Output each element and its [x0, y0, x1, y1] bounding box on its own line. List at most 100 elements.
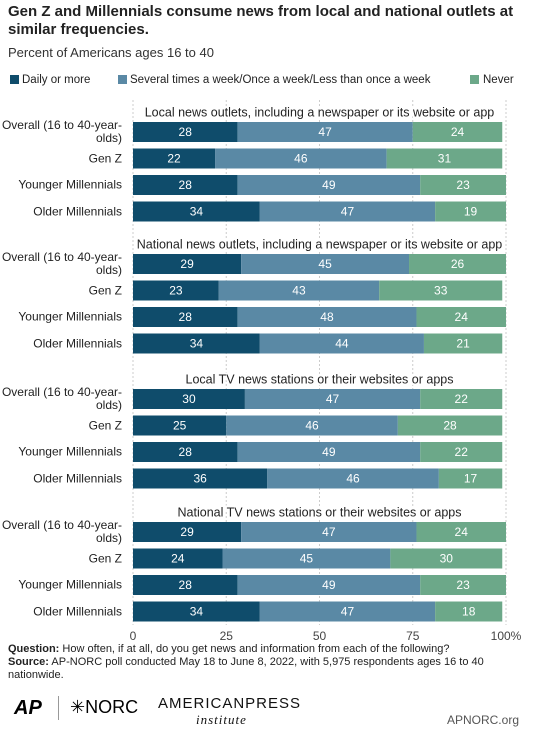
- bar-segment: [259, 201, 436, 222]
- bar-segment: [133, 415, 227, 436]
- value-label: 45: [318, 257, 332, 271]
- value-label: 26: [451, 257, 465, 271]
- value-label: 34: [190, 605, 204, 619]
- category-label: Gen Z: [88, 283, 122, 297]
- legend-label: Daily or more: [22, 74, 90, 86]
- x-tick-label: 75: [406, 629, 420, 643]
- bar-segment: [133, 148, 216, 169]
- value-label: 34: [190, 337, 204, 351]
- bar-segment: [133, 254, 242, 274]
- category-label: Overall (16 to 40-year-olds): [1, 118, 122, 145]
- logo-api-sub: institute: [196, 712, 247, 727]
- value-label: 25: [173, 419, 187, 433]
- logo-api: AMERICANPRESS: [158, 695, 302, 712]
- value-label: 22: [455, 392, 469, 406]
- value-label: 28: [179, 125, 193, 139]
- value-label: 28: [179, 445, 193, 459]
- category-label: Gen Z: [88, 151, 122, 165]
- value-label: 46: [294, 152, 308, 166]
- bar-segment: [420, 389, 503, 409]
- value-label: 33: [434, 284, 448, 298]
- bar-segment: [222, 548, 391, 569]
- value-label: 47: [341, 605, 355, 619]
- legend-label: Several times a week/Once a week/Less th…: [130, 74, 431, 86]
- bar-segment: [215, 148, 387, 169]
- legend-swatch: [10, 75, 19, 84]
- logo-ap: AP: [14, 697, 42, 719]
- bar-segment: [435, 601, 503, 622]
- value-label: 23: [169, 284, 183, 298]
- category-label: Younger Millennials: [18, 177, 122, 192]
- category-label: Younger Millennials: [18, 444, 122, 459]
- value-label: 45: [300, 552, 314, 566]
- bar-segment: [133, 389, 245, 409]
- category-label: Younger Millennials: [18, 577, 122, 592]
- question: How often, if at all, do you get news an…: [62, 643, 450, 655]
- chart-title: Gen Z and Millennials consume news from …: [8, 3, 514, 38]
- bar-segment: [438, 468, 503, 489]
- x-tick-label: 50: [313, 629, 327, 643]
- bar-segment: [133, 575, 238, 595]
- legend-swatch: [118, 75, 127, 84]
- category-label: Gen Z: [88, 418, 122, 432]
- category-label: Overall (16 to 40-year-olds): [1, 250, 122, 277]
- bar-segment: [416, 307, 506, 327]
- value-label: 24: [455, 310, 469, 324]
- value-label: 49: [322, 578, 336, 592]
- panel-title: National TV news stations or their websi…: [178, 505, 462, 519]
- bar-segment: [218, 280, 380, 301]
- bar-segment: [133, 442, 238, 462]
- source: AP-NORC poll conducted May 18 to June 8,…: [8, 656, 484, 681]
- category-label: Older Millennials: [33, 204, 122, 218]
- value-label: 30: [182, 392, 196, 406]
- value-label: 49: [322, 178, 336, 192]
- value-label: 22: [167, 152, 181, 166]
- value-label: 47: [322, 525, 336, 539]
- bar-segment: [133, 601, 260, 622]
- question-label: Question:: [8, 643, 60, 655]
- x-tick-label: 0: [130, 629, 137, 643]
- value-label: 23: [456, 578, 470, 592]
- bar-segment: [133, 548, 223, 569]
- bar-segment: [386, 148, 503, 169]
- value-label: 24: [451, 125, 465, 139]
- value-label: 24: [171, 552, 185, 566]
- value-label: 21: [456, 337, 470, 351]
- source-label: Source:: [8, 656, 49, 668]
- value-label: 18: [462, 605, 476, 619]
- bar-segment: [244, 389, 421, 409]
- x-tick-label: 25: [220, 629, 234, 643]
- panel-title: National news outlets, including a newsp…: [137, 237, 503, 251]
- category-label: Older Millennials: [33, 604, 122, 618]
- value-label: 29: [180, 257, 194, 271]
- bar-segment: [409, 254, 506, 274]
- bar-segment: [420, 175, 506, 195]
- legend-swatch: [470, 75, 479, 84]
- value-label: 31: [438, 152, 452, 166]
- x-tick-label: 100%: [491, 629, 522, 643]
- bar-segment: [226, 415, 398, 436]
- value-label: 46: [305, 419, 319, 433]
- value-label: 17: [464, 472, 478, 486]
- bar-segment: [241, 522, 417, 542]
- bar-segment: [259, 601, 436, 622]
- value-label: 28: [179, 178, 193, 192]
- value-label: 49: [322, 445, 336, 459]
- value-label: 47: [318, 125, 332, 139]
- bar-segment: [390, 548, 503, 569]
- bar-segment: [435, 201, 506, 222]
- category-label: Overall (16 to 40-year-olds): [1, 385, 122, 412]
- bar-segment: [237, 442, 421, 462]
- subtitle: Percent of Americans ages 16 to 40: [8, 45, 214, 60]
- value-label: 43: [292, 284, 306, 298]
- panel-title: Local news outlets, including a newspape…: [145, 105, 495, 119]
- bar-segment: [423, 333, 503, 354]
- value-label: 28: [179, 578, 193, 592]
- bar-segment: [237, 175, 421, 195]
- bar-segment: [133, 122, 238, 142]
- bar-segment: [237, 575, 421, 595]
- value-label: 19: [464, 205, 478, 219]
- value-label: 30: [440, 552, 454, 566]
- bar-segment: [133, 280, 219, 301]
